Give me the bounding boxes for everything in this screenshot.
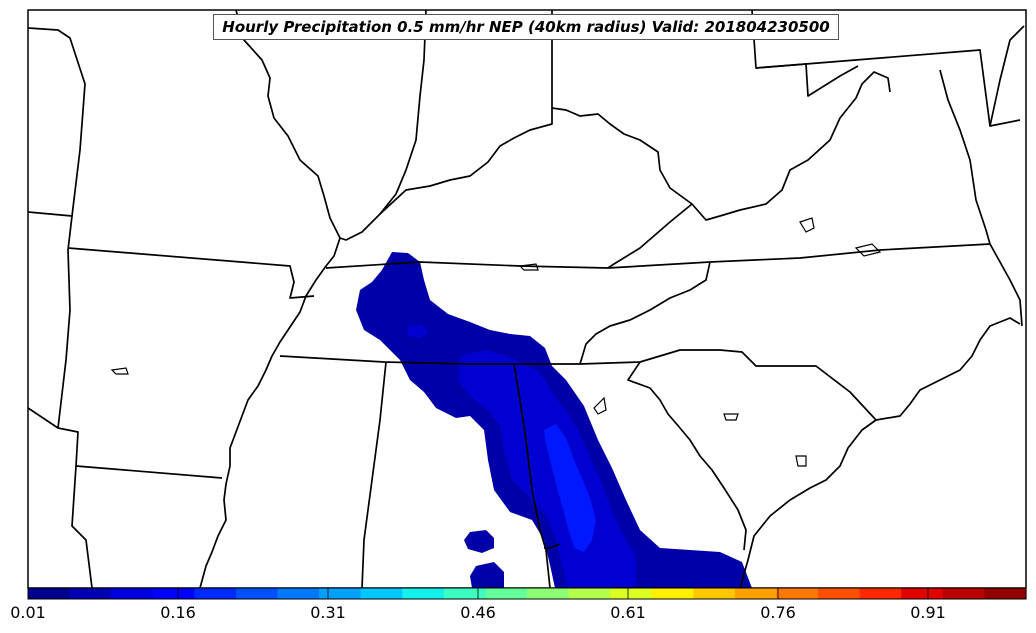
colorbar-swatch xyxy=(402,588,445,599)
colorbar-swatch xyxy=(235,588,279,599)
colorbar-swatch xyxy=(277,588,320,599)
colorbar-swatch xyxy=(859,588,902,599)
colorbar xyxy=(27,588,1027,599)
precip-level-3 xyxy=(544,424,596,552)
colorbar-swatch xyxy=(901,588,944,599)
colorbar-swatch xyxy=(319,588,362,599)
colorbar-swatch xyxy=(152,588,195,599)
colorbar-tick-label: 0.31 xyxy=(310,603,346,622)
colorbar-tick-label: 0.01 xyxy=(10,603,46,622)
colorbar-tick-label: 0.46 xyxy=(460,603,496,622)
colorbar-tick-label: 0.76 xyxy=(760,603,796,622)
colorbar-swatch xyxy=(111,588,154,599)
colorbar-swatch xyxy=(194,588,237,599)
precip-level-2-spot xyxy=(408,324,428,338)
colorbar-swatch xyxy=(942,588,986,599)
lakes xyxy=(110,217,882,467)
colorbar-swatch xyxy=(776,588,819,599)
colorbar-swatch xyxy=(984,588,1027,599)
colorbar-swatch xyxy=(651,588,694,599)
colorbar-swatch xyxy=(610,588,653,599)
colorbar-swatch xyxy=(485,588,528,599)
precip-level-1-blob-b xyxy=(470,562,504,588)
colorbar-tick-label: 0.91 xyxy=(910,603,946,622)
precip-level-1-blob-a xyxy=(464,530,494,553)
colorbar-swatch xyxy=(527,588,570,599)
colorbar-swatch xyxy=(69,588,112,599)
colorbar-swatch xyxy=(28,588,71,599)
colorbar-swatch xyxy=(734,588,778,599)
colorbar-tick-label: 0.16 xyxy=(160,603,196,622)
colorbar-frame xyxy=(27,587,1027,600)
colorbar-swatch xyxy=(568,588,611,599)
colorbar-swatch xyxy=(360,588,403,599)
colorbar-tick-label: 0.61 xyxy=(610,603,646,622)
colorbar-swatch xyxy=(693,588,736,599)
precipitation-field xyxy=(356,252,752,588)
colorbar-swatch xyxy=(818,588,861,599)
colorbar-swatch xyxy=(443,588,487,599)
map-title: Hourly Precipitation 0.5 mm/hr NEP (40km… xyxy=(213,14,839,40)
